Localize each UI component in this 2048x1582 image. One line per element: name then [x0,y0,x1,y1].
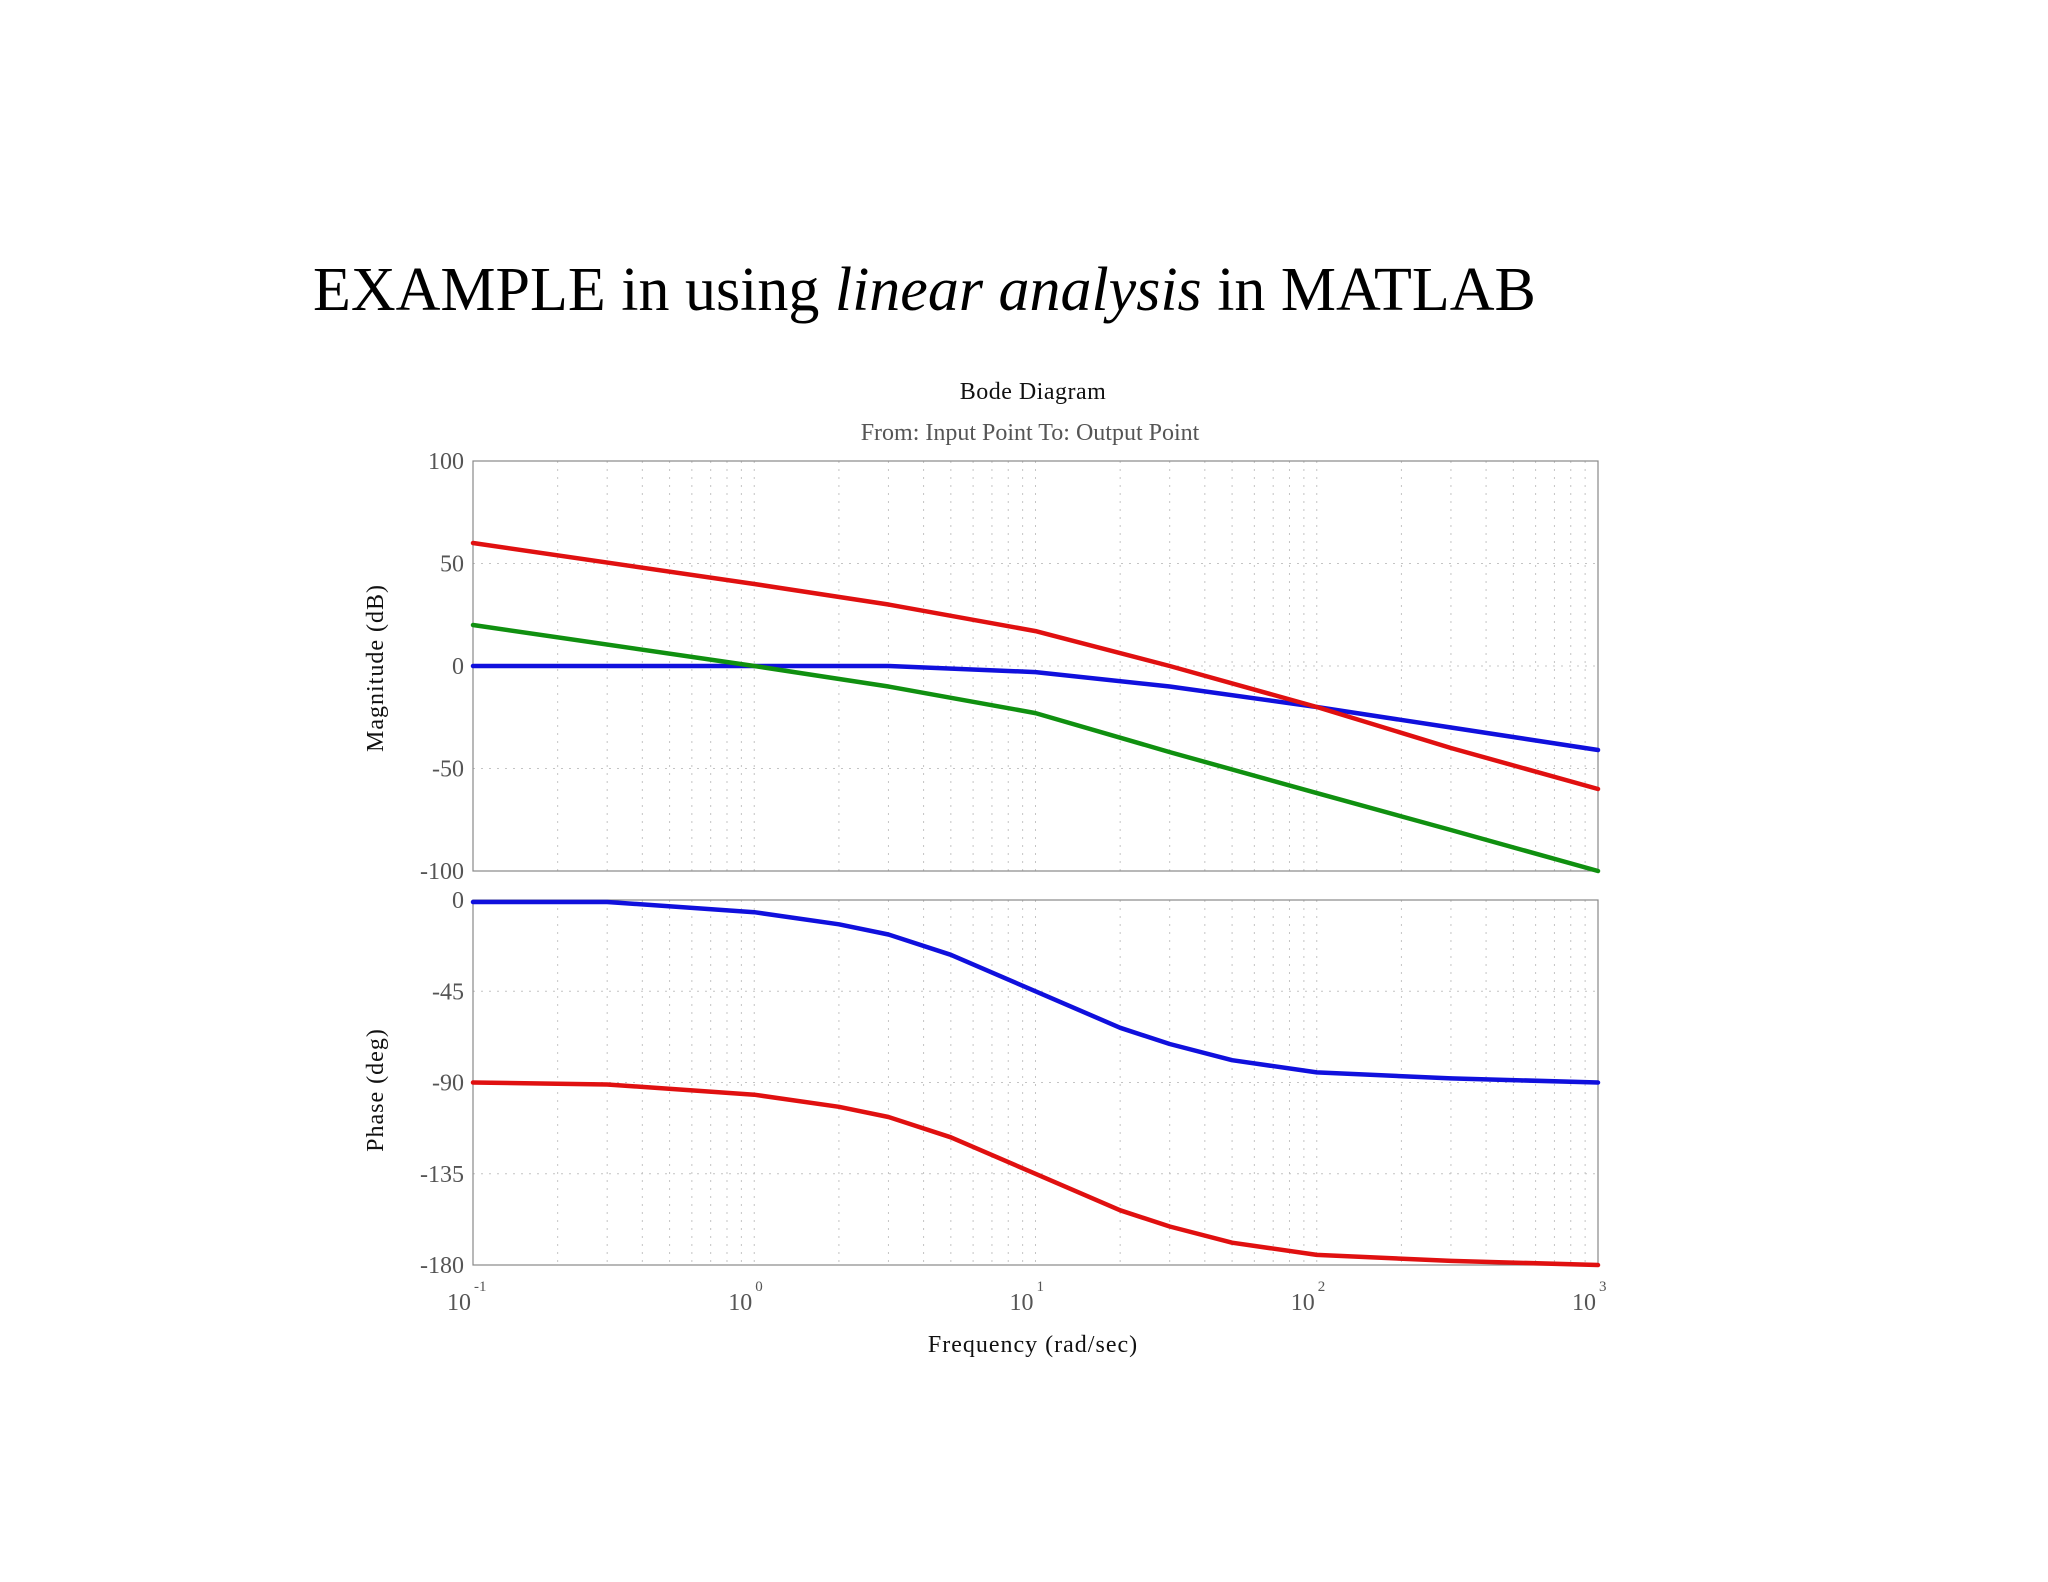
title-text-pre: EXAMPLE in using [313,256,835,324]
chart-subtitle: From: Input Point To: Output Point [861,420,1200,446]
title-text-italic: linear analysis [834,256,1202,324]
x-tick-base: 10 [1291,1290,1315,1316]
chart-title: Bode Diagram [960,379,1107,405]
phase-y-tick-label: -135 [420,1162,464,1188]
phase-y-axis-label: Phase (deg) [363,1028,389,1152]
title-text-post: in MATLAB [1201,256,1536,324]
phase-y-tick-label: -45 [432,979,464,1005]
x-tick-base: 10 [1572,1290,1596,1316]
magnitude-series-green [470,622,1601,874]
x-axis-label: Frequency (rad/sec) [928,1332,1138,1358]
phase-series-red [470,1080,1601,1268]
magnitude-y-tick-label: 50 [440,552,464,578]
x-tick-exponent: 2 [1318,1279,1326,1295]
phase-series-blue [470,899,1601,1085]
slide-title: EXAMPLE in using linear analysis in MATL… [313,255,1536,326]
x-tick-base: 10 [1010,1290,1034,1316]
magnitude-y-axis-label: Magnitude (dB) [363,584,389,752]
magnitude-y-tick-label: -50 [432,757,464,783]
x-tick-exponent: -1 [474,1279,487,1295]
x-tick-exponent: 1 [1037,1279,1045,1295]
x-tick-base: 10 [447,1290,471,1316]
x-tick-exponent: 0 [755,1279,763,1295]
magnitude-series-blue [470,663,1601,753]
magnitude-y-tick-label: 0 [452,654,464,680]
magnitude-y-tick-label: 100 [428,449,464,475]
magnitude-series-red [470,540,1601,792]
magnitude-y-tick-label: -100 [420,859,464,885]
x-tick-base: 10 [728,1290,752,1316]
x-tick-exponent: 3 [1599,1279,1607,1295]
phase-y-tick-label: -180 [420,1253,464,1279]
phase-y-tick-label: -90 [432,1071,464,1097]
phase-y-tick-label: 0 [452,888,464,914]
